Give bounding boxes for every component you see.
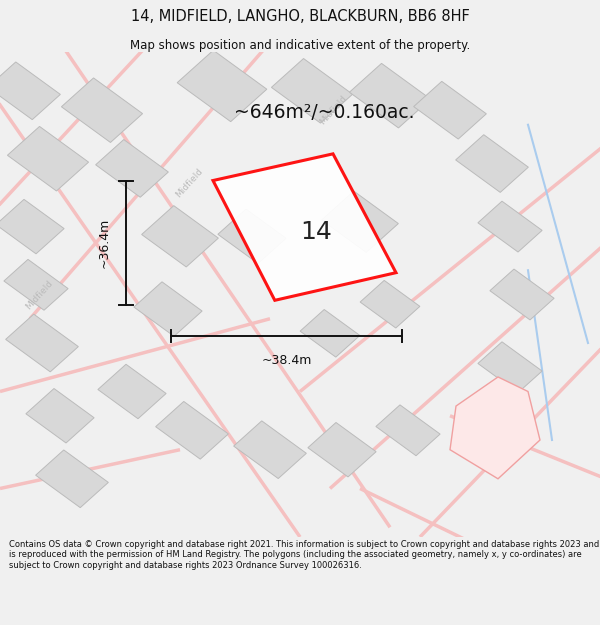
Polygon shape bbox=[349, 63, 431, 128]
Polygon shape bbox=[413, 81, 487, 139]
Polygon shape bbox=[26, 389, 94, 443]
Polygon shape bbox=[142, 206, 218, 267]
Polygon shape bbox=[0, 199, 64, 254]
Text: Midfield: Midfield bbox=[317, 94, 349, 127]
Polygon shape bbox=[155, 401, 229, 459]
Polygon shape bbox=[308, 422, 376, 477]
Polygon shape bbox=[360, 281, 420, 328]
Polygon shape bbox=[0, 62, 61, 119]
Text: Map shows position and indicative extent of the property.: Map shows position and indicative extent… bbox=[130, 39, 470, 52]
Polygon shape bbox=[233, 421, 307, 479]
Polygon shape bbox=[7, 126, 89, 191]
Text: Midfield: Midfield bbox=[173, 166, 205, 199]
Polygon shape bbox=[455, 135, 529, 192]
Polygon shape bbox=[490, 269, 554, 320]
Polygon shape bbox=[35, 450, 109, 508]
Polygon shape bbox=[5, 314, 79, 372]
Polygon shape bbox=[376, 405, 440, 456]
Text: 14, MIDFIELD, LANGHO, BLACKBURN, BB6 8HF: 14, MIDFIELD, LANGHO, BLACKBURN, BB6 8HF bbox=[131, 9, 469, 24]
Polygon shape bbox=[478, 342, 542, 392]
Polygon shape bbox=[322, 191, 398, 253]
Text: Contains OS data © Crown copyright and database right 2021. This information is : Contains OS data © Crown copyright and d… bbox=[9, 540, 599, 570]
Polygon shape bbox=[98, 364, 166, 419]
Polygon shape bbox=[95, 139, 169, 198]
Polygon shape bbox=[450, 377, 540, 479]
Polygon shape bbox=[134, 282, 202, 336]
Text: ~646m²/~0.160ac.: ~646m²/~0.160ac. bbox=[234, 103, 414, 122]
Polygon shape bbox=[4, 259, 68, 310]
Polygon shape bbox=[478, 201, 542, 252]
Polygon shape bbox=[177, 50, 267, 122]
Polygon shape bbox=[213, 154, 396, 301]
Text: 14: 14 bbox=[300, 220, 332, 244]
Text: Midfield: Midfield bbox=[23, 278, 55, 311]
Polygon shape bbox=[61, 78, 143, 142]
Polygon shape bbox=[218, 209, 286, 264]
Text: ~38.4m: ~38.4m bbox=[262, 354, 311, 367]
Polygon shape bbox=[300, 309, 360, 357]
Text: ~36.4m: ~36.4m bbox=[98, 217, 111, 268]
Polygon shape bbox=[271, 59, 353, 123]
Polygon shape bbox=[466, 405, 530, 456]
